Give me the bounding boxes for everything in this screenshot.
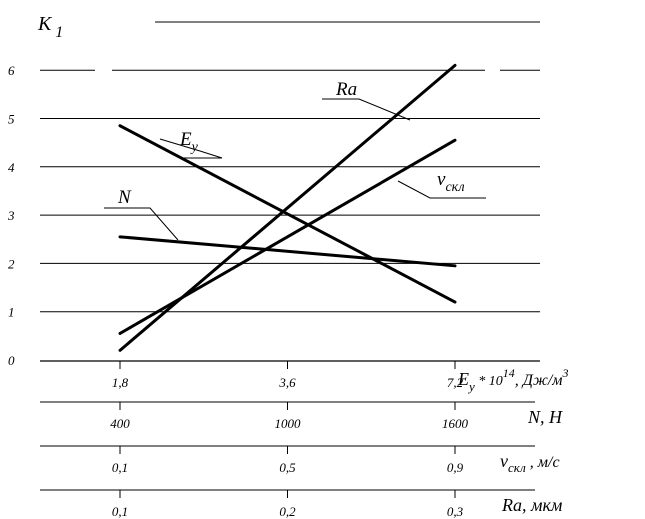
grid-lines xyxy=(40,21,540,313)
y-tick-label: 0 xyxy=(8,353,15,368)
y-tick-label: 1 xyxy=(8,305,15,320)
leader-N xyxy=(104,207,179,241)
series-label-Ra: Ra xyxy=(335,79,357,100)
x-tick-label-Ra: 0,1 xyxy=(112,504,128,519)
x-tick-label-N: 1000 xyxy=(275,416,302,431)
series-line-vскл xyxy=(118,138,457,335)
series-label-vскл: vскл xyxy=(437,169,465,195)
series-lines xyxy=(118,63,457,352)
y-axis-title-sub: 1 xyxy=(55,24,63,41)
leader-vскл xyxy=(397,180,486,199)
x-tick-label-Ey: 1,8 xyxy=(112,375,129,390)
y-tick-label: 5 xyxy=(8,112,15,127)
y-tick-labels: 0 1 2 3 4 5 6 xyxy=(7,63,15,368)
y-tick-label: 2 xyxy=(8,256,15,271)
x-tick-label-N: 1600 xyxy=(442,416,469,431)
series-label-N: N xyxy=(117,187,132,208)
x-axes: 1,8 3,6 7,2 400 1000 1600 0,1 0,5 0,9 0,1 0,2 0,3 Ey… xyxy=(40,361,569,519)
x-tick-label-Ey: 3,6 xyxy=(278,375,296,390)
series-labels: Ra Ey vскл N xyxy=(117,79,465,208)
y-tick-label: 6 xyxy=(8,63,15,78)
x-axis-title-Ra: Ra, мкм xyxy=(501,495,563,515)
x-axis-title-Ey: Ey * 1014, Дж/м3 xyxy=(457,366,569,394)
x-tick-label-Ey: 7,2 xyxy=(447,375,464,390)
series-label-leaders xyxy=(104,98,486,241)
x-tick-label-v: 0,5 xyxy=(279,460,296,475)
leader-Ey xyxy=(159,138,223,159)
x-tick-label-v: 0,1 xyxy=(112,460,128,475)
series-line-Ey xyxy=(118,124,457,304)
leader-Ra xyxy=(322,98,411,121)
x-tick-label-Ra: 0,2 xyxy=(279,504,296,519)
y-tick-label: 4 xyxy=(8,160,15,175)
x-axis-title-v: vскл , м/с xyxy=(500,451,560,475)
x-axis-title-N: N, Н xyxy=(527,407,563,427)
x-tick-label-Ra: 0,3 xyxy=(447,504,464,519)
x-tick-label-N: 400 xyxy=(110,416,130,431)
series-line-Ra xyxy=(118,63,457,352)
series-line-N xyxy=(118,235,457,268)
x-tick-label-v: 0,9 xyxy=(447,460,464,475)
y-axis-title-main: К xyxy=(37,13,53,35)
y-tick-label: 3 xyxy=(7,208,15,223)
series-label-Ey: Ey xyxy=(179,129,199,155)
